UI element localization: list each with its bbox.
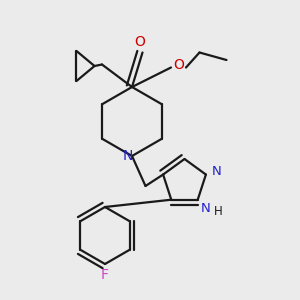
Text: N: N [122,149,133,163]
Text: F: F [101,268,109,282]
Text: N: N [212,165,221,178]
Text: O: O [173,58,184,71]
Text: O: O [134,35,145,49]
Text: N: N [200,202,210,214]
Text: H: H [214,205,223,218]
